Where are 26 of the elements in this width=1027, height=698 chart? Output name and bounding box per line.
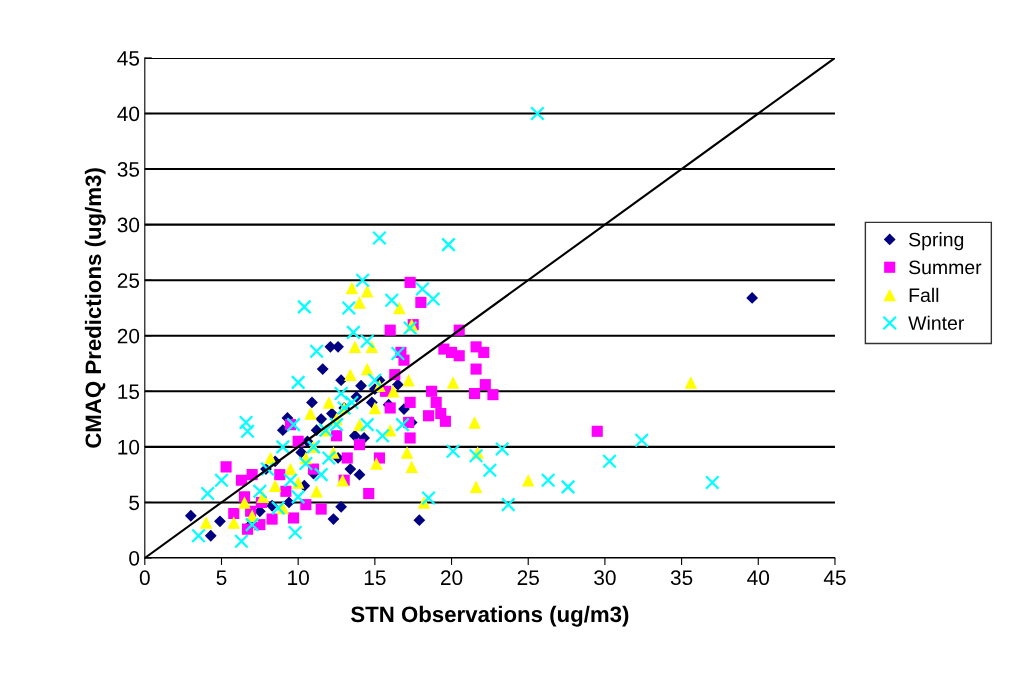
x-tick-label: 15 <box>364 570 386 586</box>
legend-label: Winter <box>908 315 965 330</box>
y-tick-label: 0 <box>129 550 140 566</box>
y-tick-label: 20 <box>117 328 140 344</box>
y-tick-label: 35 <box>117 162 140 177</box>
x-tick-label: 25 <box>517 570 539 586</box>
y-tick-label: 15 <box>118 384 140 400</box>
x-tick-label: 45 <box>823 570 846 586</box>
y-tick-label: 40 <box>117 106 140 122</box>
y-tick-label: 45 <box>117 51 140 66</box>
x-axis-title: STN Observations (ug/m3) <box>351 605 629 627</box>
legend-label: Summer <box>909 260 982 275</box>
x-tick-label: 30 <box>594 570 616 586</box>
x-tick-label: 10 <box>288 570 309 586</box>
x-tick-label: 40 <box>747 570 770 586</box>
x-tick-label: 20 <box>441 570 463 586</box>
y-tick-label: 10 <box>118 439 140 455</box>
y-tick-label: 25 <box>117 273 140 288</box>
legend-label: Spring <box>909 232 964 251</box>
x-tick-label: 35 <box>670 570 693 586</box>
legend-label: Fall <box>909 287 939 303</box>
y-tick-label: 30 <box>117 217 140 233</box>
x-tick-label: 5 <box>216 570 227 586</box>
x-tick-label: 0 <box>139 570 150 586</box>
y-axis-title: CMAQ Predictions (ug/m3) <box>84 168 106 448</box>
y-tick-label: 5 <box>129 495 140 511</box>
